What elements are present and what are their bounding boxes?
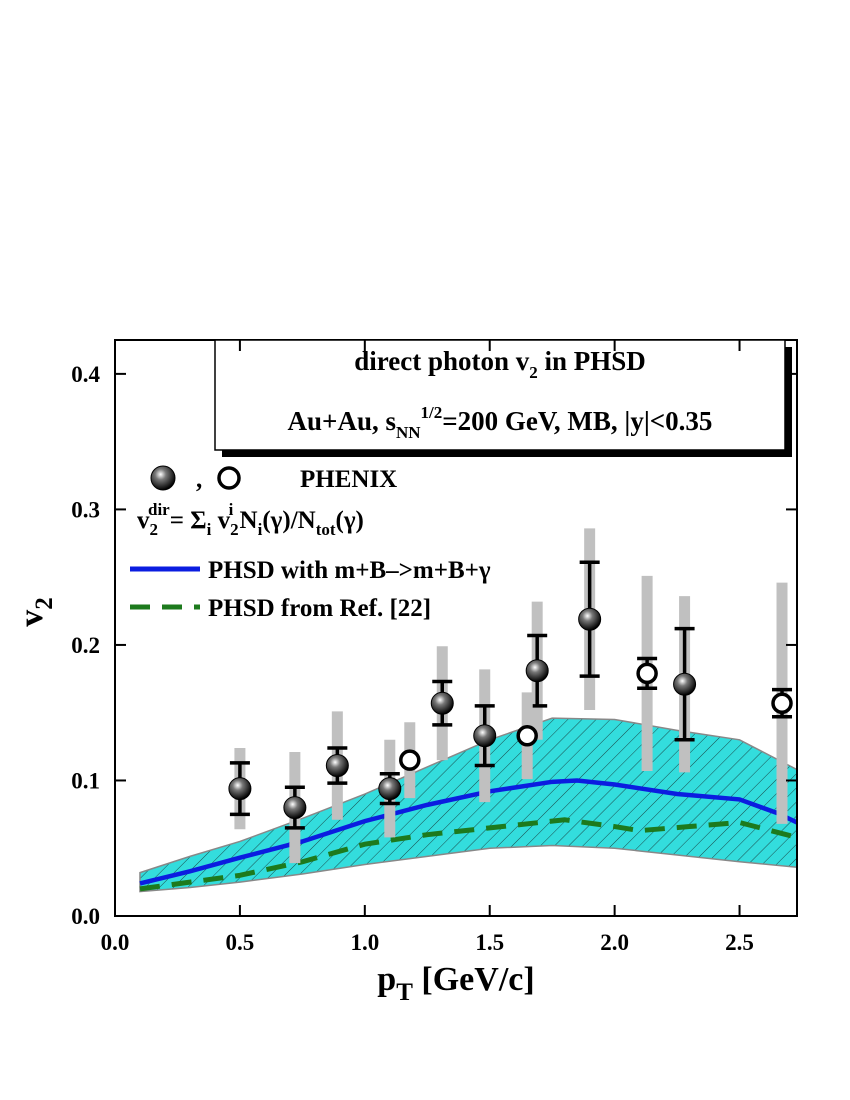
ann: v [137, 507, 150, 534]
point [578, 607, 602, 631]
point [673, 672, 697, 696]
y-tick-label: 0.0 [71, 904, 100, 929]
plot-area [139, 528, 797, 893]
point [399, 749, 421, 771]
line [139, 778, 797, 886]
ann: i [229, 500, 234, 519]
y-axis-label: v2 [13, 597, 58, 627]
x-tick-label: 0.5 [226, 930, 255, 955]
x-tick-label: 1.5 [475, 930, 504, 955]
point [473, 724, 497, 748]
line [139, 817, 797, 892]
ann: (γ)/N [262, 507, 315, 534]
ann: 2 [230, 520, 239, 539]
legend-label: PHENIX [300, 466, 397, 493]
legend-separator: , [196, 466, 202, 493]
subtitle-part: Au+Au, s [288, 406, 396, 436]
x-tick-label: 2.0 [600, 930, 629, 955]
ann: tot [316, 520, 336, 539]
y-tick-label: 0.4 [71, 362, 100, 387]
x-tick-label: 1.0 [350, 930, 379, 955]
subtitle-sub: NN [396, 423, 421, 442]
ann: v [211, 507, 230, 534]
annotation: v2dir= Σi v2i Ni(γ)/Ntot(γ) [137, 500, 364, 539]
title-box [214, 339, 786, 451]
point [516, 724, 538, 747]
title-sub: 2 [529, 363, 538, 382]
x-tick-label: 0.0 [101, 930, 130, 955]
y-tick-label: 0.1 [71, 768, 100, 793]
chart-title: direct photon v2 in PHSD [354, 346, 646, 382]
x-label-part: [GeV/c] [413, 961, 535, 998]
point [525, 659, 549, 683]
ann: i [258, 520, 263, 539]
point [283, 796, 307, 820]
point [430, 691, 454, 715]
ann: i [207, 520, 212, 539]
point [228, 777, 252, 801]
legend-label: PHSD with m+B–>m+B+γ [208, 557, 491, 584]
point [378, 777, 402, 801]
band [139, 717, 797, 893]
x-axis-label: pT [GeV/c] [377, 961, 534, 1006]
y-tick-label: 0.3 [71, 497, 100, 522]
subtitle-sup: 1/2 [421, 403, 443, 422]
title-part: in PHSD [538, 346, 646, 376]
legend-label: PHSD from Ref. [22] [208, 595, 431, 622]
title-part: direct photon v [354, 346, 530, 376]
x-tick-label: 2.5 [725, 930, 754, 955]
point [150, 465, 176, 491]
subtitle-part: =200 GeV, MB, |y|<0.35 [442, 406, 712, 436]
chart-subtitle: Au+Au, sNN1/2=200 GeV, MB, |y|<0.35 [288, 403, 713, 442]
ann: N [233, 507, 257, 534]
y-label-part: v [13, 610, 50, 627]
point [325, 754, 349, 778]
x-label-sub: T [396, 979, 413, 1006]
y-label-sub: 2 [31, 597, 58, 610]
ann: (γ) [336, 507, 364, 534]
ann: dir [148, 500, 170, 519]
point [217, 466, 241, 490]
y-tick-label: 0.2 [71, 633, 100, 658]
point [636, 662, 658, 685]
point [771, 692, 793, 714]
ann: 2 [150, 520, 159, 539]
ann: = Σ [170, 507, 207, 534]
x-label-part: p [377, 961, 396, 998]
